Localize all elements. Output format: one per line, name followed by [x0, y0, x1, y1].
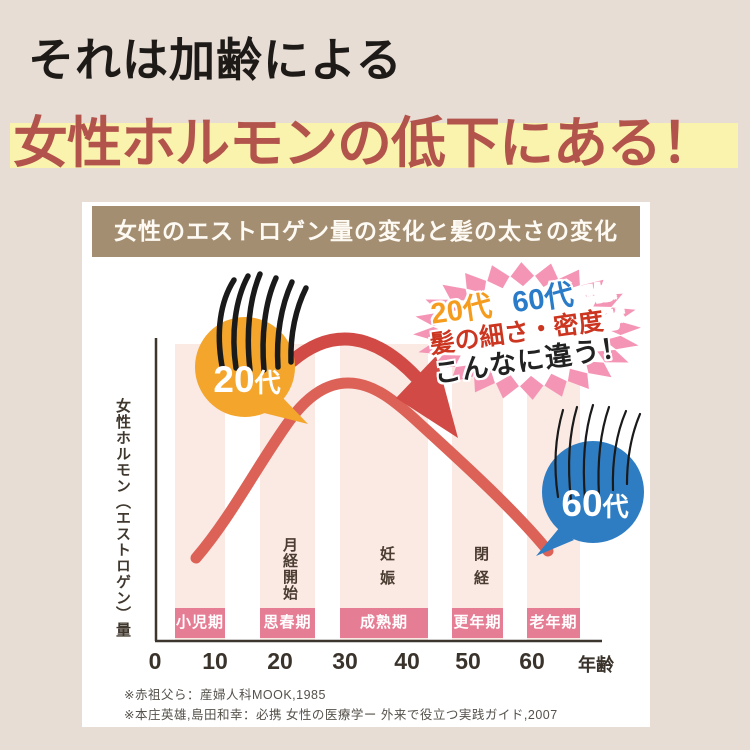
bubble-old-number: 60	[561, 483, 603, 524]
headline-highlight-band	[10, 123, 738, 168]
stage-label-puberty: 思春期	[260, 608, 315, 638]
x-tick-40: 40	[394, 648, 420, 674]
y-axis-label: 女性ホルモン（エストロゲン）量	[114, 398, 131, 638]
stage-label-menopause: 更年期	[452, 608, 503, 638]
x-tick-60: 60	[519, 648, 545, 674]
band-maturity	[340, 344, 428, 641]
chart-title-bar: 女性のエストロゲン量の変化と髪の太さの変化	[92, 206, 640, 257]
stage-label-oldage: 老年期	[527, 608, 580, 638]
headline-line1: それは加齢による	[28, 35, 403, 86]
event-label-menopause: 閉経	[472, 546, 489, 594]
x-tick-0: 0	[148, 648, 162, 674]
x-axis-unit: 年齢	[578, 655, 614, 675]
headline-line2: 女性ホルモンの低下にある！	[13, 113, 716, 174]
x-tick-10: 10	[202, 648, 228, 674]
stage-label-maturity: 成熟期	[340, 608, 428, 638]
bubble-old-suffix: 代	[602, 492, 629, 522]
footnote-1: ※赤祖父ら：産婦人科MOOK,1985	[124, 688, 326, 702]
starburst-deha: では	[571, 280, 617, 309]
bubble-young-number: 20	[213, 359, 255, 400]
bubble-young-suffix: 代	[254, 368, 281, 398]
event-label-pregnancy: 妊娠	[378, 546, 395, 594]
x-tick-20: 20	[267, 648, 293, 674]
chart-title: 女性のエストロゲン量の変化と髪の太さの変化	[114, 218, 618, 244]
x-tick-50: 50	[455, 648, 481, 674]
band-menopause	[452, 344, 503, 641]
x-tick-30: 30	[332, 648, 358, 674]
bubble-young-label: 20代	[213, 359, 280, 401]
footnote-2: ※本庄英雄,島田和幸：必携 女性の医療学ー 外来で役立つ実践ガイド,2007	[124, 708, 558, 722]
bubble-old-label: 60代	[561, 483, 628, 525]
event-label-menarche: 月経開始	[281, 537, 298, 601]
stage-label-childhood: 小児期	[175, 608, 225, 638]
starburst-ga: が	[602, 308, 627, 335]
